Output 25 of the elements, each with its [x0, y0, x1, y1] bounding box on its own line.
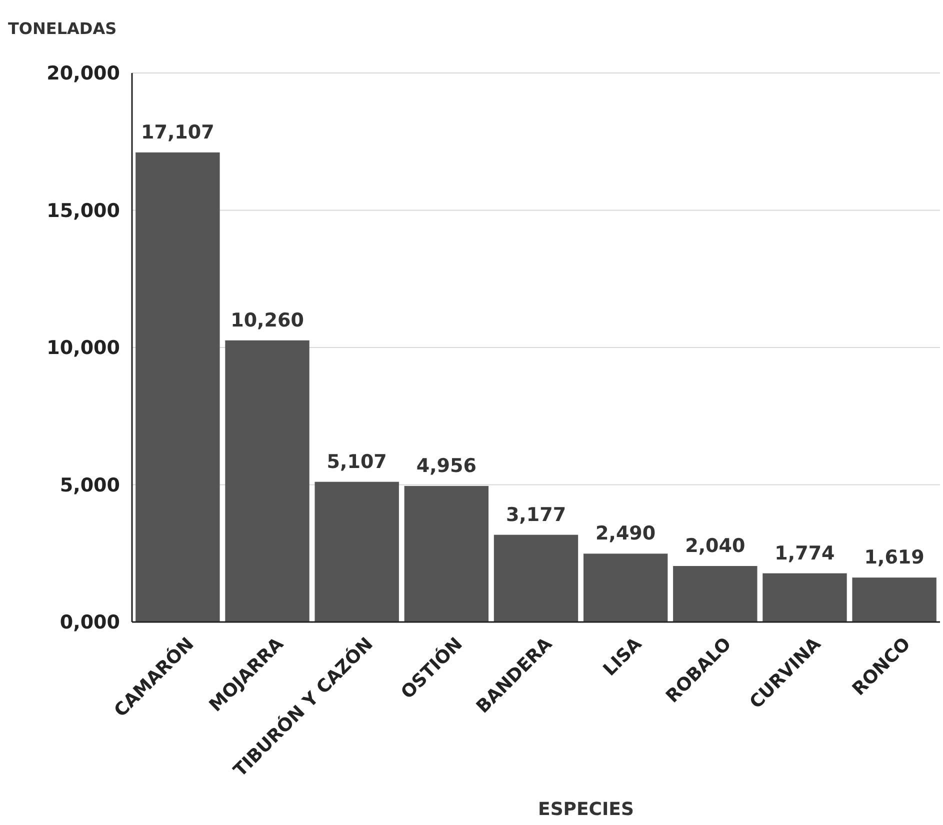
bar [404, 486, 489, 622]
bar [136, 152, 220, 622]
bar [762, 573, 847, 622]
data-label: 3,177 [506, 504, 566, 526]
bar [314, 482, 399, 622]
y-tick-label: 20,000 [46, 62, 120, 85]
bar [852, 578, 936, 622]
data-label: 1,619 [864, 546, 924, 569]
data-label: 1,774 [774, 542, 835, 564]
data-label: 5,107 [326, 450, 387, 473]
data-label: 10,260 [230, 309, 304, 332]
y-tick-label: 0,000 [60, 612, 120, 634]
data-label: 17,107 [141, 121, 214, 144]
y-tick-label: 5,000 [60, 474, 120, 496]
bar [494, 534, 578, 622]
data-label: 2,490 [596, 522, 656, 545]
y-tick-label: 15,000 [46, 200, 120, 222]
x-axis-title: ESPECIES [538, 799, 634, 820]
bar [673, 566, 758, 622]
bar [583, 554, 668, 622]
y-tick-label: 10,000 [46, 337, 120, 360]
y-axis-title: TONELADAS [8, 19, 117, 38]
data-label: 4,956 [416, 454, 476, 477]
bar [225, 340, 310, 622]
data-label: 2,040 [685, 535, 746, 557]
